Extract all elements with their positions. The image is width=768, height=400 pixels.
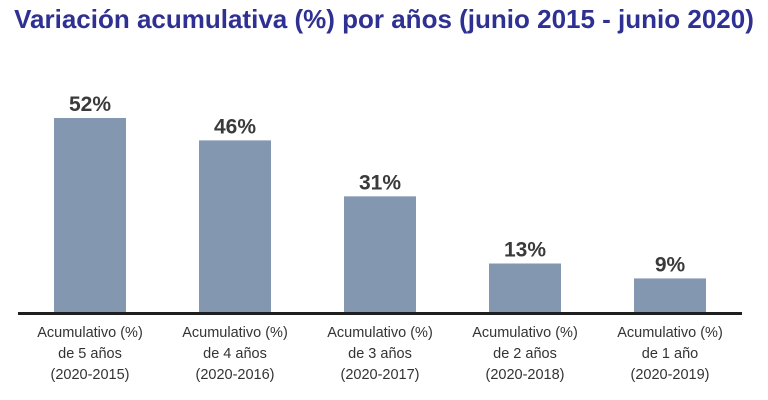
bar-1 [54, 118, 126, 312]
bar-5 [634, 278, 706, 312]
data-labels-group: 52% 46% 31% 13% 9% [69, 93, 686, 276]
bars-group [54, 118, 706, 312]
bar-4 [489, 263, 561, 312]
x-tick-label-5: Acumulativo (%) de 1 año (2020-2019) [617, 325, 723, 383]
data-label-3: 31% [359, 171, 401, 194]
x-tick-labels-group: Acumulativo (%) de 5 años (2020-2015) Acumu… [37, 325, 723, 383]
x-tick-label-2: Acumulativo (%) de 4 años (2020-2016) [182, 325, 288, 383]
bar-2 [199, 140, 271, 312]
data-label-1: 52% [69, 93, 111, 116]
chart-title: Variación acumulativa (%) por años (juni… [14, 4, 754, 34]
x-tick-label-3: Acumulativo (%) de 3 años (2020-2017) [327, 325, 433, 383]
bar-3 [344, 196, 416, 312]
data-label-2: 46% [214, 115, 256, 138]
data-label-4: 13% [504, 239, 546, 262]
data-label-5: 9% [655, 253, 686, 276]
x-tick-label-4: Acumulativo (%) de 2 años (2020-2018) [472, 325, 578, 383]
x-tick-label-1: Acumulativo (%) de 5 años (2020-2015) [37, 325, 143, 383]
